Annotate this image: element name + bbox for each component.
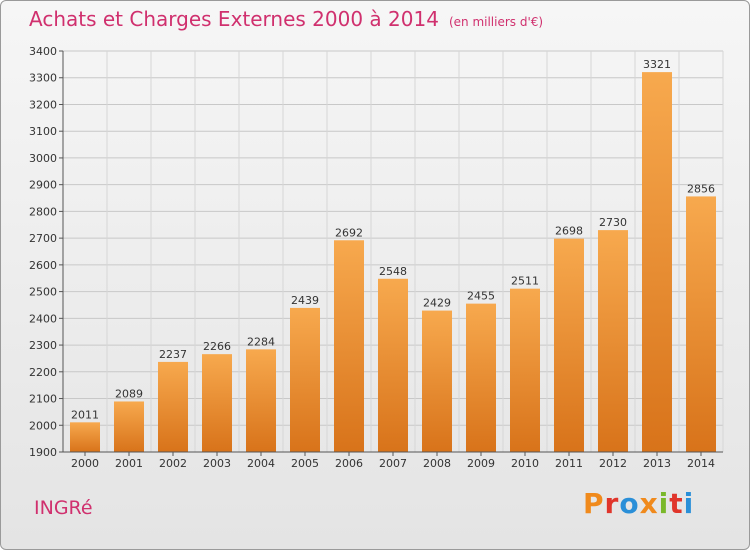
bar	[642, 72, 672, 453]
y-tick-label: 3400	[29, 45, 57, 58]
x-tick-label: 2013	[643, 457, 671, 470]
bar	[422, 310, 452, 452]
y-tick-label: 2300	[29, 339, 57, 352]
bar	[686, 196, 716, 452]
x-tick-label: 2014	[687, 457, 715, 470]
y-tick-label: 2200	[29, 366, 57, 379]
city-label: INGRé	[34, 497, 93, 519]
bar-value-label: 2548	[379, 265, 407, 278]
bar-value-label: 2511	[511, 275, 539, 288]
bar-value-label: 2237	[159, 348, 187, 361]
bar-value-label: 2856	[687, 182, 715, 195]
bar	[334, 240, 364, 452]
logo-letter: i	[658, 487, 670, 520]
chart-subtitle: (en milliers d'€)	[448, 15, 544, 29]
logo-letter: o	[619, 487, 640, 520]
y-tick-label: 2800	[29, 205, 57, 218]
x-tick-label: 2007	[379, 457, 407, 470]
y-tick-label: 2500	[29, 286, 57, 299]
x-tick-label: 2004	[247, 457, 275, 470]
x-tick-label: 2006	[335, 457, 363, 470]
proxiti-logo: Proxiti	[583, 487, 694, 520]
bar-value-label: 2439	[291, 294, 319, 307]
x-tick-label: 2002	[159, 457, 187, 470]
bar	[158, 361, 188, 452]
logo-letter: r	[604, 487, 620, 520]
logo-letter: P	[583, 487, 605, 520]
x-tick-label: 2010	[511, 457, 539, 470]
y-tick-label: 3000	[29, 152, 57, 165]
bar-value-label: 2089	[115, 387, 143, 400]
y-tick-label: 2100	[29, 393, 57, 406]
bar-value-label: 3321	[643, 58, 671, 71]
bars: 2011 2089 2237 2266 2284 2439 2692 2548 2429 2455…	[70, 58, 716, 453]
x-tick-label: 2008	[423, 457, 451, 470]
x-tick-label: 2012	[599, 457, 627, 470]
x-tick-label: 2011	[555, 457, 583, 470]
bar-value-label: 2011	[71, 408, 99, 421]
y-tick-label: 1900	[29, 446, 57, 459]
bar	[202, 354, 232, 452]
logo-letter: x	[639, 487, 659, 520]
bar-value-label: 2730	[599, 216, 627, 229]
x-tick-label: 2005	[291, 457, 319, 470]
bar-value-label: 2455	[467, 290, 495, 303]
bar	[114, 401, 144, 452]
bar	[246, 349, 276, 452]
bar	[378, 278, 408, 452]
bar	[290, 307, 320, 452]
chart-title: Achats et Charges Externes 2000 à 2014 (e…	[29, 7, 543, 31]
bar	[598, 230, 628, 452]
title-text: Achats et Charges Externes 2000 à 2014	[29, 7, 439, 31]
y-tick-label: 3200	[29, 98, 57, 111]
axes: 1900 2000 2100 2200 2300 2400 2500 2600 2700 2800…	[29, 45, 723, 470]
y-tick-label: 2700	[29, 232, 57, 245]
x-tick-label: 2009	[467, 457, 495, 470]
y-tick-label: 2600	[29, 259, 57, 272]
y-tick-label: 3300	[29, 72, 57, 85]
y-tick-label: 2000	[29, 419, 57, 432]
bar-value-label: 2698	[555, 225, 583, 238]
bar-value-label: 2692	[335, 226, 363, 239]
bar-value-label: 2429	[423, 297, 451, 310]
bar	[510, 288, 540, 452]
bar-value-label: 2284	[247, 335, 275, 348]
bar-value-label: 2266	[203, 340, 231, 353]
x-tick-label: 2000	[71, 457, 99, 470]
x-tick-label: 2003	[203, 457, 231, 470]
y-tick-label: 2900	[29, 179, 57, 192]
y-tick-label: 3100	[29, 125, 57, 138]
logo-letter: i	[683, 487, 695, 520]
bar	[554, 238, 584, 452]
x-tick-label: 2001	[115, 457, 143, 470]
bar	[466, 303, 496, 452]
bar	[70, 422, 100, 452]
logo-letter: t	[669, 487, 684, 520]
y-tick-label: 2400	[29, 312, 57, 325]
